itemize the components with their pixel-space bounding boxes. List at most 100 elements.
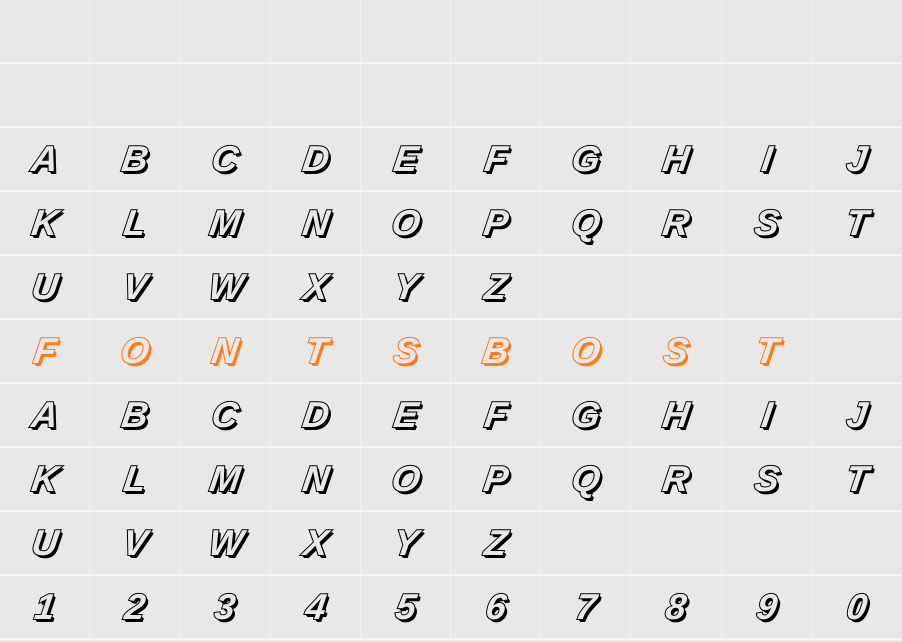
glyph-cell [722,0,812,64]
glyph-cell: 33 [180,576,270,640]
glyph: 11 [33,589,57,625]
glyph-cell [812,0,902,64]
glyph: DD [300,141,330,177]
glyph: 00 [845,589,869,625]
glyph-cell: TT [812,448,902,512]
glyph-char-fill: F [483,397,509,433]
glyph-cell: SS [631,320,721,384]
glyph-char-fill: A [30,141,60,177]
glyph: EE [391,397,419,433]
glyph-char-fill: U [30,269,60,305]
glyph-char-fill: I [759,141,773,177]
glyph-cell [451,64,541,128]
glyph: VV [121,269,149,305]
glyph-char-fill: O [389,205,421,241]
glyph-cell: VV [90,256,180,320]
glyph-char-fill: 5 [393,589,417,625]
glyph-cell [541,64,631,128]
glyph-cell [0,64,90,128]
glyph-cell: SS [722,448,812,512]
glyph-char-fill: K [30,205,60,241]
glyph-char-fill: X [301,269,329,305]
glyph-cell [812,320,902,384]
glyph: II [759,397,773,433]
glyph-cell [541,512,631,576]
glyph: II [759,141,773,177]
glyph-cell: QQ [541,448,631,512]
glyph: BB [120,397,150,433]
glyph: FF [483,141,509,177]
glyph: PP [482,205,510,241]
glyph: 77 [574,589,598,625]
glyph-cell: HH [631,128,721,192]
glyph-cell [90,0,180,64]
glyph-cell: FF [0,320,90,384]
glyph: EE [391,141,419,177]
glyph-cell [271,0,361,64]
glyph-cell: SS [361,320,451,384]
glyph: AA [30,397,60,433]
glyph-cell: QQ [541,192,631,256]
glyph-char-fill: P [482,205,510,241]
glyph-cell [361,0,451,64]
glyph-cell: LL [90,192,180,256]
glyph-cell [451,0,541,64]
glyph-char-fill: Z [483,269,509,305]
glyph-char-fill: C [210,141,240,177]
glyph-char-fill: R [661,205,691,241]
glyph-char-fill: N [300,461,330,497]
glyph-cell: DD [271,384,361,448]
glyph-char-fill: Q [570,461,602,497]
glyph-cell: 00 [812,576,902,640]
glyph: GG [570,397,602,433]
glyph-cell: OO [361,192,451,256]
glyph-cell: NN [271,448,361,512]
glyph-char-fill: G [570,141,602,177]
glyph: OO [119,333,151,369]
glyph-char-fill: J [845,141,869,177]
glyph-cell: 55 [361,576,451,640]
glyph-char-fill: Z [483,525,509,561]
glyph-cell: BB [90,384,180,448]
glyph-cell: FF [451,384,541,448]
glyph-char-fill: 2 [123,589,147,625]
glyph-cell: 99 [722,576,812,640]
glyph-char-fill: F [32,333,58,369]
glyph: BB [481,333,511,369]
glyph-char-fill: I [759,397,773,433]
glyph: YY [391,269,419,305]
glyph-char-fill: A [30,397,60,433]
glyph-cell: JJ [812,128,902,192]
glyph-cell: RR [631,448,721,512]
glyph-cell [631,64,721,128]
glyph-cell: TT [812,192,902,256]
glyph: DD [300,397,330,433]
glyph-cell: EE [361,384,451,448]
glyph: OO [570,333,602,369]
glyph: TT [844,205,870,241]
glyph: NN [300,205,330,241]
glyph-cell: TT [722,320,812,384]
glyph: OO [389,461,421,497]
glyph-cell: UU [0,256,90,320]
glyph-char-fill: Y [391,525,419,561]
glyph: 44 [303,589,327,625]
glyph-cell [0,0,90,64]
glyph-char-fill: T [844,205,870,241]
glyph-cell: PP [451,192,541,256]
glyph-cell [180,0,270,64]
glyph: HH [661,141,691,177]
glyph-char-fill: Y [391,269,419,305]
glyph: 55 [393,589,417,625]
glyph-char-fill: F [483,141,509,177]
glyph-cell: WW [180,512,270,576]
glyph: MM [208,461,242,497]
glyph-cell: GG [541,384,631,448]
glyph: NN [300,461,330,497]
glyph-cell [722,64,812,128]
glyph-cell: KK [0,192,90,256]
glyph: LL [122,205,148,241]
glyph: FF [483,397,509,433]
glyph-char-fill: X [301,525,329,561]
glyph-char-fill: 9 [754,589,778,625]
